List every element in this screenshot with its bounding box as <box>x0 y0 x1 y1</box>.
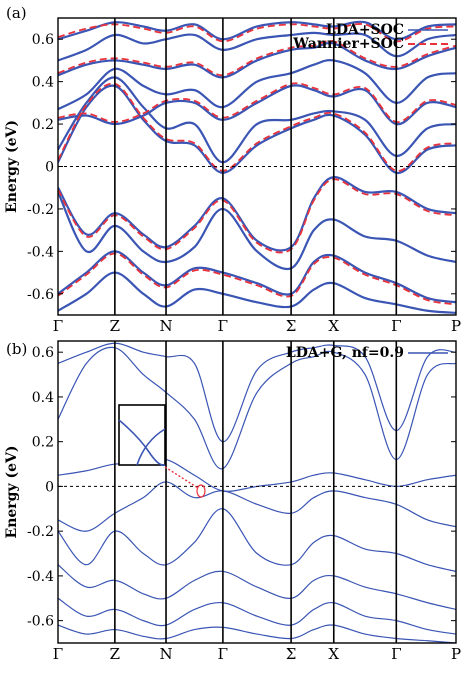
band-line-lda-3 <box>58 481 456 532</box>
y-tick-label: 0.4 <box>32 75 54 91</box>
band-line-lda-4 <box>58 41 456 79</box>
y-tick-label: 0 <box>45 160 54 176</box>
inset-band-1 <box>118 419 166 467</box>
x-tick-label: Σ <box>286 645 297 663</box>
band-line-wannier-4 <box>58 178 456 254</box>
band-line-lda-9 <box>58 250 456 304</box>
inset-pointer <box>164 466 199 489</box>
band-line-wannier-3 <box>58 23 456 43</box>
x-tick-label: Γ <box>53 645 63 663</box>
inset-band-2 <box>136 428 166 466</box>
band-line-lda-1 <box>58 346 456 470</box>
y-tick-label: 0.2 <box>32 435 54 451</box>
crossing-marker <box>196 484 206 498</box>
legend-label: LDA+G, nf=0.9 <box>286 345 404 361</box>
x-tick-label: Γ <box>218 645 228 663</box>
panel-b: -0.6 -0.4 -0.2 0 0.2 0.4 0.6 Γ Z N Γ Σ X Γ P (b) Energy … <box>4 340 461 663</box>
y-tick-label: 0.4 <box>32 390 54 406</box>
x-tick-label: Σ <box>286 317 297 335</box>
band-line-lda-0 <box>58 84 456 174</box>
band-line-lda-6 <box>58 20 456 41</box>
band-line-wannier-0 <box>58 82 456 172</box>
band-line-lda-5 <box>58 564 456 611</box>
band-line-lda-10 <box>58 271 456 314</box>
band-line-wannier-1 <box>58 82 456 123</box>
band-line-lda-2 <box>58 84 456 126</box>
zoom-inset-box <box>118 404 166 466</box>
band-line-lda-6 <box>58 597 456 635</box>
x-tick-label: P <box>451 317 461 335</box>
band-line-wannier-2 <box>58 39 456 77</box>
x-tick-label: Γ <box>218 317 228 335</box>
band-line-lda-4 <box>58 508 456 572</box>
x-tick-label: Γ <box>53 317 63 335</box>
band-line-lda-7 <box>58 624 456 643</box>
x-tick-label: N <box>159 645 172 663</box>
band-lines <box>58 342 456 643</box>
y-tick-label: -0.4 <box>27 569 54 585</box>
x-tick-label: X <box>328 645 339 663</box>
panel-label: (b) <box>6 340 27 358</box>
panel-a: -0.6 -0.4 -0.2 0 0.2 0.4 0.6 Γ Z N Γ Σ X Γ P (a) Energy … <box>4 4 461 335</box>
y-tick-label: 0.2 <box>32 117 54 133</box>
band-lines <box>58 20 456 314</box>
band-line-lda-8 <box>58 191 456 271</box>
legend-label: LDA+SOC <box>326 22 404 38</box>
y-axis-label: Energy (eV) <box>4 446 20 539</box>
panel-label: (a) <box>6 4 27 22</box>
x-tick-label: X <box>328 317 339 335</box>
y-tick-label: 0.6 <box>32 345 54 361</box>
y-tick-label: -0.6 <box>27 614 54 630</box>
y-tick-label: -0.6 <box>27 287 54 303</box>
y-axis-label: Energy (eV) <box>4 120 20 213</box>
band-line-lda-1 <box>58 76 456 164</box>
x-tick-label: Γ <box>391 317 401 335</box>
x-tick-label: P <box>451 645 461 663</box>
band-line-lda-7 <box>58 176 456 252</box>
x-tick-label: Γ <box>391 645 401 663</box>
legend-label: Wannier+SOC <box>292 36 404 52</box>
y-tick-label: -0.4 <box>27 244 54 260</box>
x-tick-label: Z <box>110 317 120 335</box>
y-tick-label: 0.6 <box>32 32 54 48</box>
x-tick-label: N <box>159 317 172 335</box>
band-line-lda-2 <box>58 342 456 443</box>
x-tick-label: Z <box>110 645 120 663</box>
y-tick-label: -0.2 <box>27 524 54 540</box>
band-line-wannier-5 <box>58 252 456 306</box>
y-tick-label: 0 <box>45 479 54 495</box>
band-line-lda-3 <box>58 59 456 111</box>
plot-frame <box>57 340 457 644</box>
y-tick-label: -0.2 <box>27 202 54 218</box>
band-line-lda-5 <box>58 31 456 62</box>
